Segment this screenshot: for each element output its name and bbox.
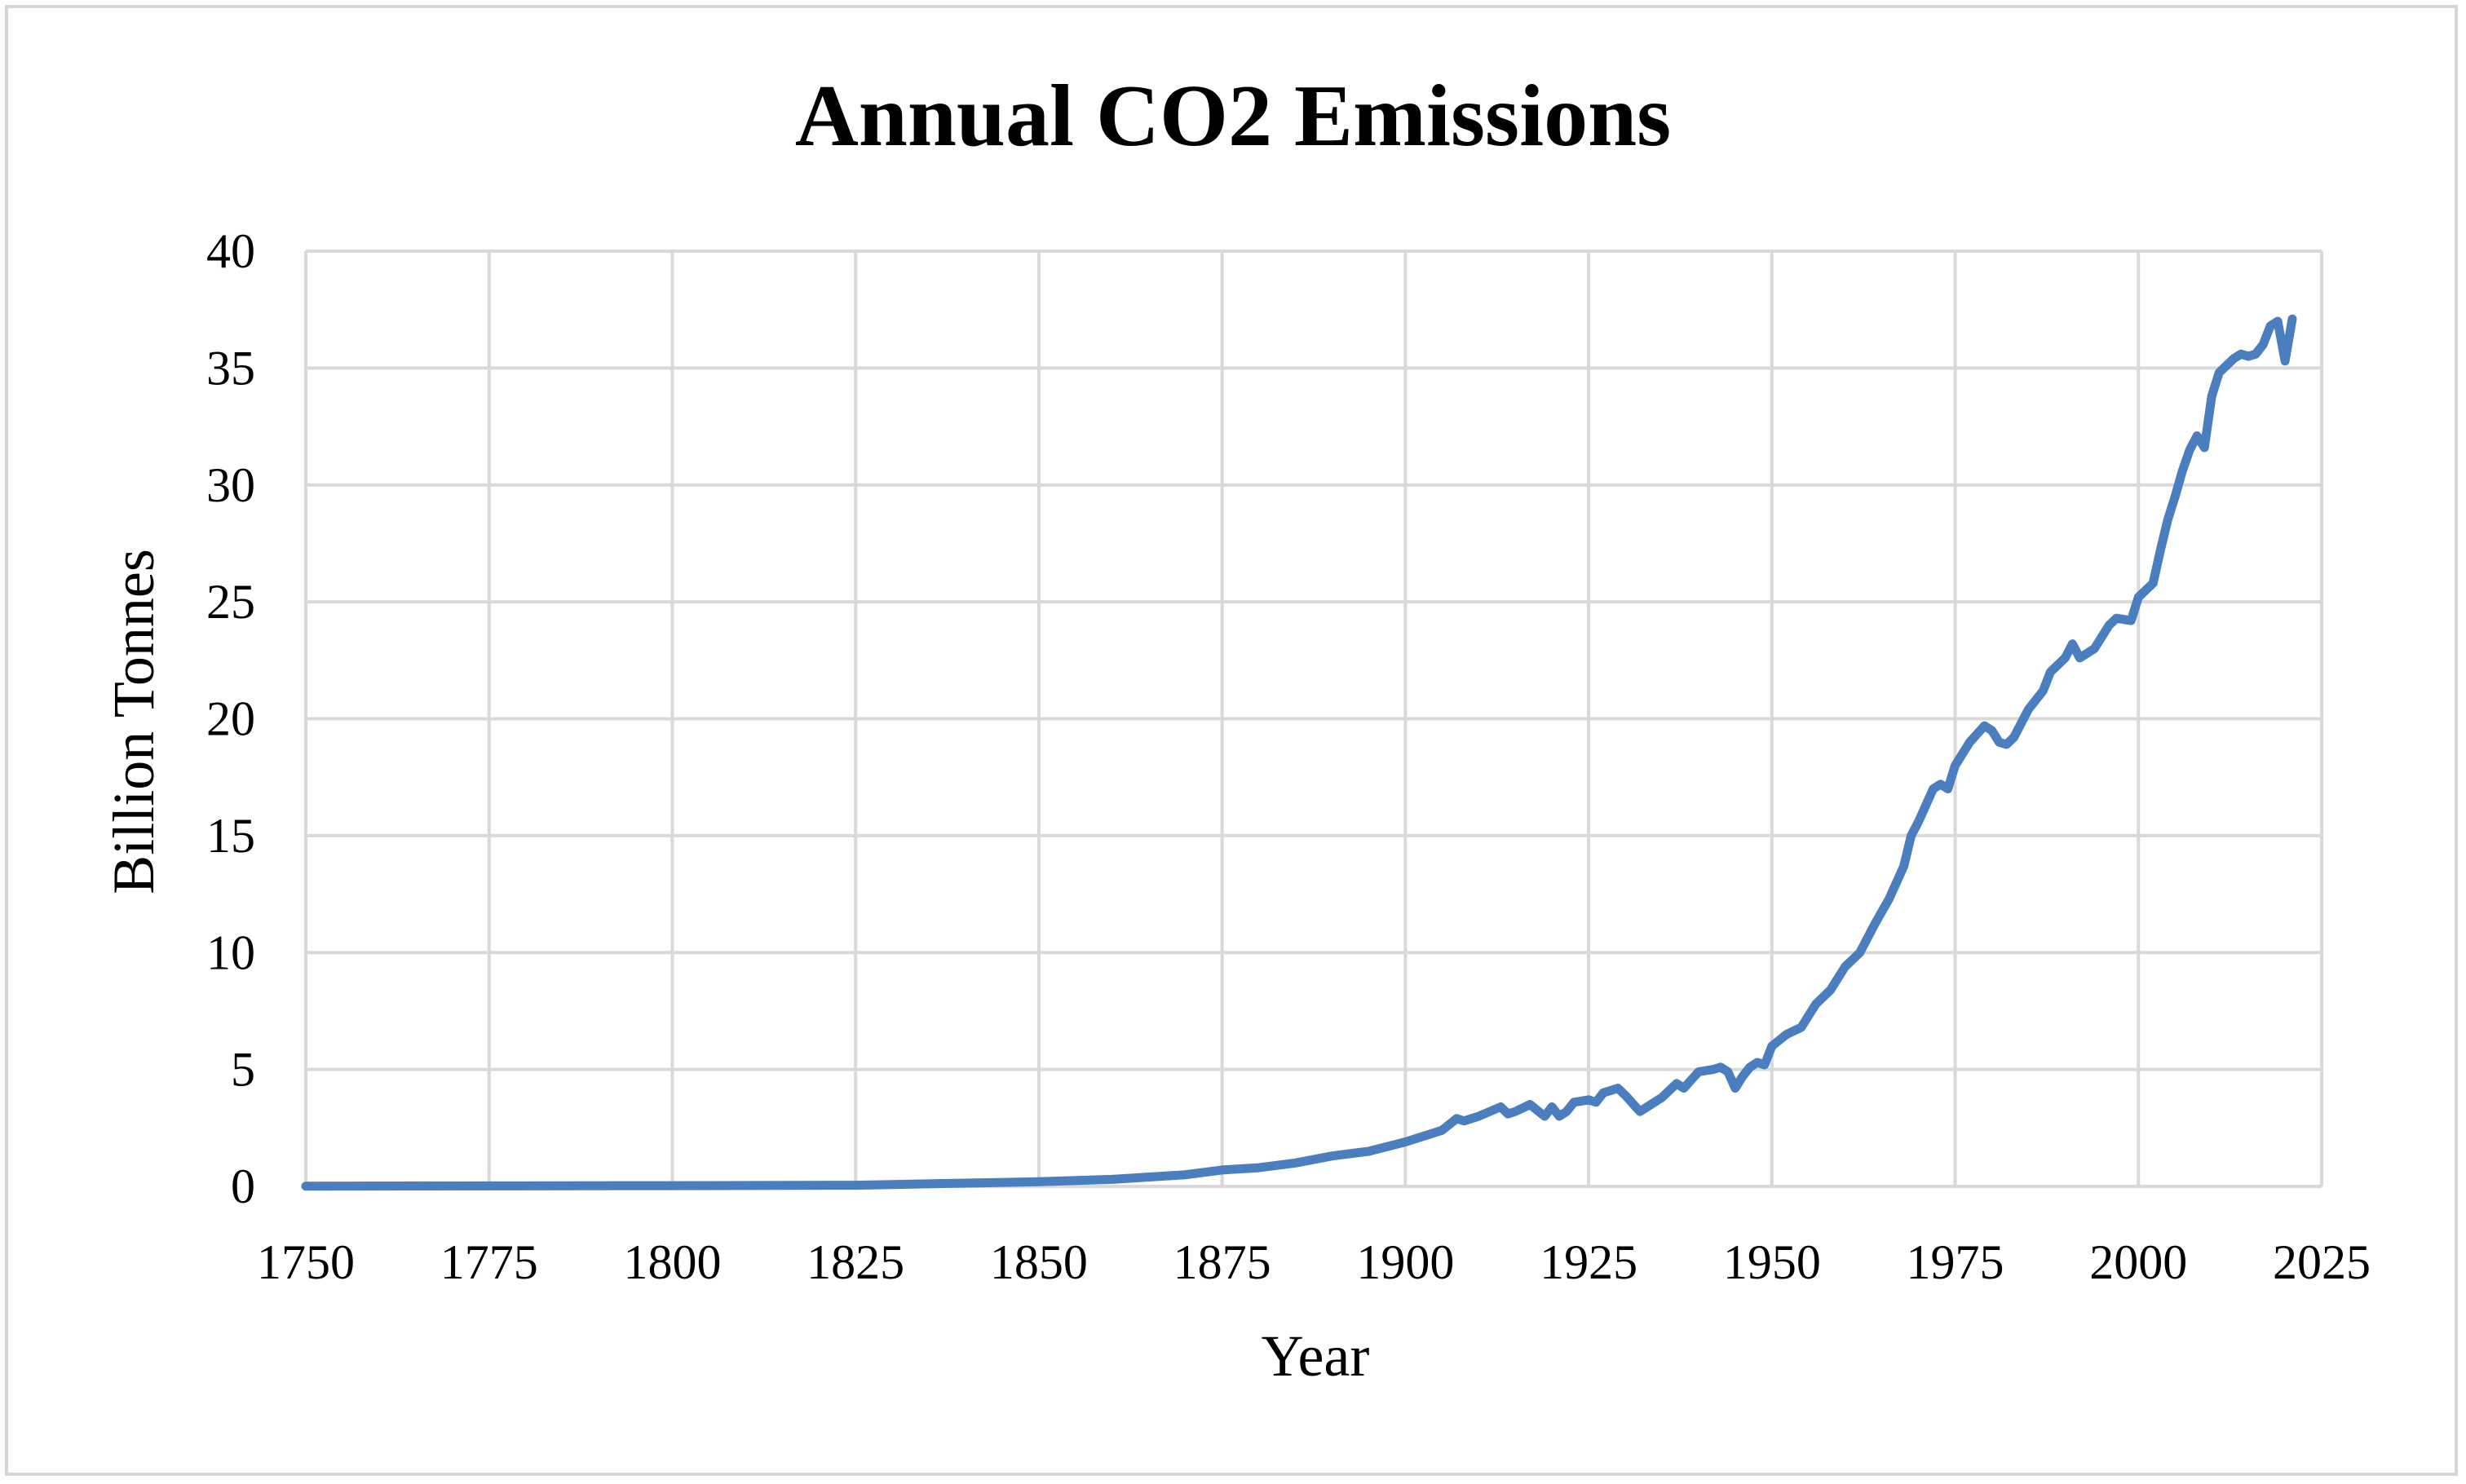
y-tick-label: 30 — [206, 458, 255, 512]
series-line-co2 — [301, 314, 2297, 1191]
x-tick-label: 2000 — [2089, 1235, 2187, 1289]
gridlines — [304, 250, 2323, 1188]
chart-title: Annual CO2 Emissions — [795, 68, 1671, 165]
x-tick-label: 1975 — [1907, 1235, 2004, 1289]
x-tick-label: 1900 — [1356, 1235, 1454, 1289]
x-tick-label: 2025 — [2273, 1235, 2371, 1289]
x-tick-label: 1800 — [623, 1235, 721, 1289]
y-tick-label: 10 — [206, 925, 255, 979]
y-tick-label: 0 — [231, 1159, 255, 1213]
y-tick-label: 20 — [206, 692, 255, 746]
y-tick-label: 40 — [206, 224, 255, 278]
x-tick-label: 1925 — [1540, 1235, 1637, 1289]
y-tick-label: 5 — [231, 1043, 255, 1097]
x-tick-label: 1850 — [990, 1235, 1088, 1289]
y-tick-label: 35 — [206, 341, 255, 395]
series-group — [301, 314, 2297, 1191]
x-tick-label: 1750 — [257, 1235, 355, 1289]
y-tick-label: 25 — [206, 575, 255, 629]
y-axis-ticks: 0 5 10 15 20 25 30 35 40 — [206, 224, 255, 1213]
y-axis-label: Billion Tonnes — [101, 549, 166, 894]
x-tick-label: 1950 — [1723, 1235, 1821, 1289]
x-tick-label: 1775 — [440, 1235, 538, 1289]
x-axis-ticks: 1750 1775 1800 1825 1850 1875 1900 1925 1950 1975… — [257, 1235, 2371, 1289]
x-axis-label: Year — [1262, 1323, 1370, 1389]
x-tick-label: 1875 — [1173, 1235, 1271, 1289]
y-tick-label: 15 — [206, 809, 255, 863]
x-tick-label: 1825 — [807, 1235, 904, 1289]
